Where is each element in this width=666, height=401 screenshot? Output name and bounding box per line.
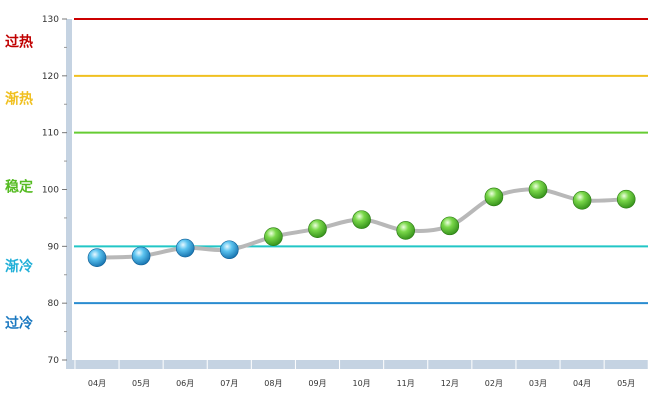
x-tick-label: 04月 [88,379,106,388]
x-tick-label: 06月 [176,379,194,388]
x-tick-label: 05月 [617,379,635,388]
data-point [264,227,283,246]
axis-layer: 70 80 90 100 110 120 130 [42,15,648,369]
x-tick-label: 09月 [308,379,326,388]
data-point [528,180,548,199]
zone-label: 过冷 [5,315,33,332]
data-point-layer [87,180,636,268]
y-tick-label: 110 [42,129,59,139]
x-tick-label: 07月 [220,379,238,388]
x-tick-label: 12月 [441,379,459,388]
data-point [616,189,636,209]
data-point [131,246,151,266]
data-point [220,240,239,260]
x-tick-label: 08月 [264,379,282,388]
data-point [572,190,592,210]
x-tick-label: 02月 [485,379,503,388]
zone-label: 渐冷 [5,258,33,275]
y-tick-label: 80 [48,299,60,309]
data-point [440,216,460,236]
x-tick-layer: 04月 05月 06月 07月 08月 09月 10月 11月 12月 02月 03月 04月 05月 [74,360,649,388]
y-tick-label: 120 [42,72,59,82]
zone-label: 稳定 [5,179,33,196]
x-tick-label: 03月 [529,379,547,388]
y-tick-label: 70 [48,356,60,366]
threshold-layer [74,18,648,305]
data-point [484,187,504,207]
y-axis-bar [66,19,72,369]
y-tick-label: 90 [48,242,60,252]
data-point [87,248,107,268]
data-point [396,221,416,240]
x-tick-label: 05月 [132,379,150,388]
y-tick-label: 100 [42,186,59,196]
zone-label: 过热 [5,34,33,51]
data-point [352,210,371,229]
x-tick-label: 11月 [397,379,415,388]
data-point [308,219,327,239]
x-tick-label: 10月 [353,379,371,388]
data-point [175,238,195,258]
y-tick-label: 130 [42,15,59,25]
x-axis-bar [66,360,648,369]
x-tick-label: 04月 [573,379,591,388]
zone-label: 渐热 [5,91,33,108]
